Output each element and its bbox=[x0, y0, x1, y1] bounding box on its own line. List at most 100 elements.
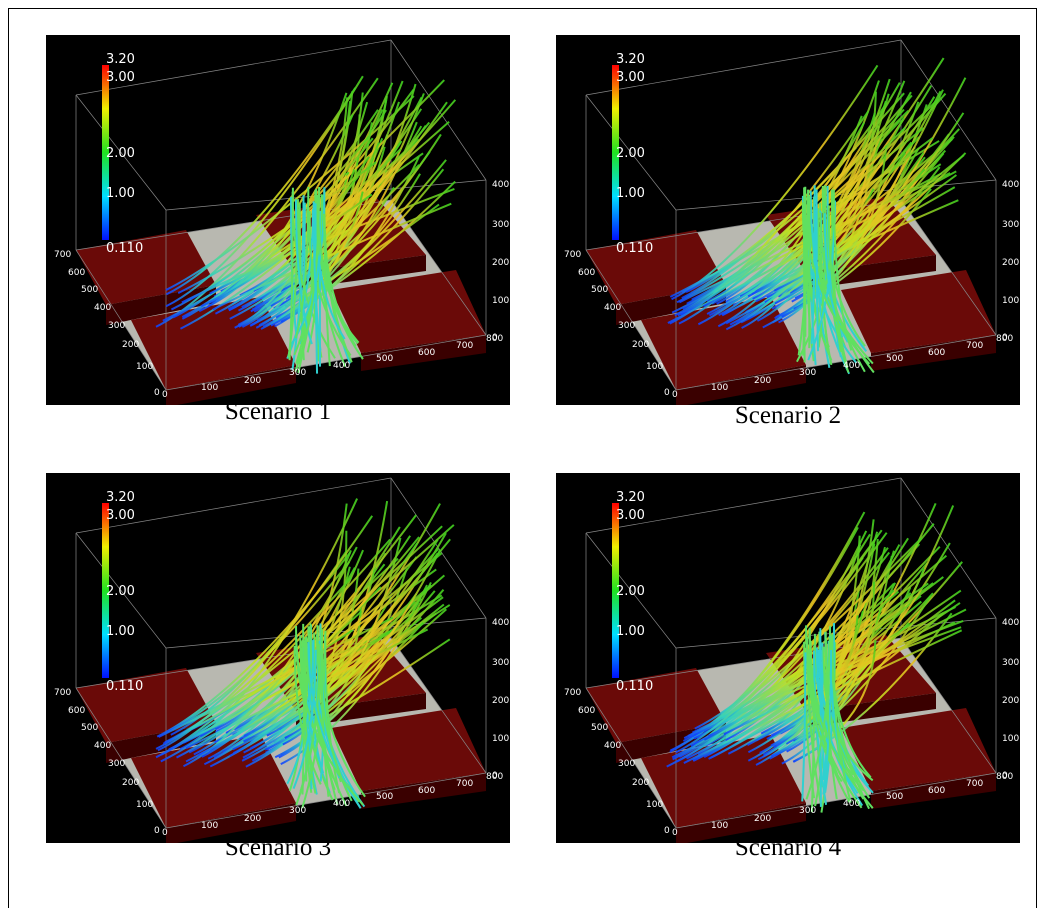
colorbar-label: 2.00 bbox=[106, 146, 135, 161]
streamline bbox=[306, 638, 307, 782]
height-axis-label: 100 bbox=[1002, 296, 1019, 306]
depth-axis-label: 200 bbox=[122, 778, 139, 788]
colorbar-label: 1.00 bbox=[106, 186, 135, 201]
width-axis-label: 500 bbox=[886, 792, 903, 802]
colorbar-label: 3.00 bbox=[106, 70, 135, 85]
colorbar-label: 2.00 bbox=[106, 584, 135, 599]
width-axis-label: 100 bbox=[711, 821, 728, 831]
height-axis-label: 300 bbox=[492, 220, 509, 230]
depth-axis-label: 500 bbox=[81, 285, 98, 295]
height-axis-label: 300 bbox=[492, 658, 509, 668]
height-axis-label: 100 bbox=[492, 296, 509, 306]
colorbar-label: 0.110 bbox=[106, 241, 143, 256]
width-axis-label: 400 bbox=[333, 799, 350, 809]
colorbar-label: 0.110 bbox=[106, 679, 143, 694]
height-axis-label: 100 bbox=[492, 734, 509, 744]
colorbar-label: 1.00 bbox=[106, 624, 135, 639]
width-axis-label: 700 bbox=[456, 341, 473, 351]
depth-axis-label: 100 bbox=[136, 362, 153, 372]
colorbar-label: 0.110 bbox=[616, 679, 653, 694]
width-axis-label: 800 bbox=[996, 334, 1013, 344]
depth-axis-label: 600 bbox=[578, 706, 595, 716]
width-axis-label: 200 bbox=[754, 376, 771, 386]
colorbar-label: 1.00 bbox=[616, 624, 645, 639]
width-axis-label: 800 bbox=[486, 772, 503, 782]
colorbar-label: 3.00 bbox=[106, 508, 135, 523]
height-axis-label: 400 bbox=[1002, 618, 1019, 628]
depth-axis-label: 600 bbox=[578, 268, 595, 278]
depth-axis-label: 400 bbox=[604, 741, 621, 751]
colorbar-label: 3.00 bbox=[616, 508, 645, 523]
width-axis-label: 300 bbox=[289, 806, 306, 816]
depth-axis-label: 100 bbox=[646, 362, 663, 372]
colorbar-label: 3.20 bbox=[616, 490, 645, 505]
width-axis-label: 500 bbox=[886, 354, 903, 364]
width-axis-label: 700 bbox=[456, 779, 473, 789]
width-axis-label: 100 bbox=[711, 383, 728, 393]
colorbar-label: 2.00 bbox=[616, 146, 645, 161]
panel-caption: Scenario 3 bbox=[46, 834, 510, 862]
width-axis-label: 700 bbox=[966, 779, 983, 789]
flow-render: 3.203.002.001.000.1104003002001000700600… bbox=[46, 35, 510, 405]
height-axis-label: 400 bbox=[492, 180, 509, 190]
depth-axis-label: 600 bbox=[68, 268, 85, 278]
height-axis-label: 400 bbox=[492, 618, 509, 628]
depth-axis-label: 700 bbox=[564, 688, 581, 698]
depth-axis-label: 400 bbox=[94, 741, 111, 751]
height-axis-label: 300 bbox=[1002, 658, 1019, 668]
depth-axis-label: 200 bbox=[632, 778, 649, 788]
panel-caption: Scenario 4 bbox=[556, 834, 1020, 862]
depth-axis-label: 300 bbox=[618, 759, 635, 769]
depth-axis-label: 500 bbox=[81, 723, 98, 733]
height-axis-label: 300 bbox=[1002, 220, 1019, 230]
width-axis-label: 100 bbox=[201, 821, 218, 831]
depth-axis-label: 400 bbox=[94, 303, 111, 313]
depth-axis-label: 100 bbox=[136, 800, 153, 810]
width-axis-label: 500 bbox=[376, 792, 393, 802]
depth-axis-label: 700 bbox=[564, 250, 581, 260]
width-axis-label: 700 bbox=[966, 341, 983, 351]
width-axis-label: 600 bbox=[418, 348, 435, 358]
colorbar-label: 0.110 bbox=[616, 241, 653, 256]
width-axis-label: 600 bbox=[418, 786, 435, 796]
depth-axis-label: 300 bbox=[108, 321, 125, 331]
depth-axis-label: 300 bbox=[108, 759, 125, 769]
height-axis-label: 200 bbox=[492, 696, 509, 706]
width-axis-label: 400 bbox=[333, 361, 350, 371]
flow-render: 3.203.002.001.000.1104003002001000700600… bbox=[556, 473, 1020, 843]
depth-axis-label: 400 bbox=[604, 303, 621, 313]
colorbar-label: 3.20 bbox=[616, 52, 645, 67]
width-axis-label: 300 bbox=[799, 806, 816, 816]
width-axis-label: 0 bbox=[672, 390, 678, 400]
width-axis-label: 800 bbox=[486, 334, 503, 344]
height-axis-label: 200 bbox=[1002, 258, 1019, 268]
width-axis-label: 300 bbox=[289, 368, 306, 378]
colorbar-label: 1.00 bbox=[616, 186, 645, 201]
depth-axis-label: 300 bbox=[618, 321, 635, 331]
width-axis-label: 200 bbox=[244, 814, 261, 824]
flow-render: 3.20 3.00 2.00 1.00 0.110 400 300 200 100 0 700 600… bbox=[556, 35, 1020, 405]
colorbar-label: 3.20 bbox=[106, 490, 135, 505]
depth-axis-label: 700 bbox=[54, 250, 71, 260]
depth-axis-label: 700 bbox=[54, 688, 71, 698]
width-axis-label: 100 bbox=[201, 383, 218, 393]
depth-axis-label: 500 bbox=[591, 285, 608, 295]
width-axis-label: 200 bbox=[754, 814, 771, 824]
height-axis-label: 200 bbox=[492, 258, 509, 268]
panel-caption: Scenario 1 bbox=[46, 398, 510, 426]
streamline bbox=[804, 207, 805, 363]
width-axis-label: 300 bbox=[799, 368, 816, 378]
depth-axis-label: 0 bbox=[664, 388, 670, 398]
panel-caption: Scenario 2 bbox=[556, 402, 1020, 430]
height-axis-label: 400 bbox=[1002, 180, 1019, 190]
colorbar-label: 2.00 bbox=[616, 584, 645, 599]
width-axis-label: 600 bbox=[928, 786, 945, 796]
width-axis-label: 600 bbox=[928, 348, 945, 358]
flow-render: 3.203.002.001.000.1104003002001000700600… bbox=[46, 473, 510, 843]
depth-axis-label: 600 bbox=[68, 706, 85, 716]
height-axis-label: 200 bbox=[1002, 696, 1019, 706]
depth-axis-label: 100 bbox=[646, 800, 663, 810]
colorbar-label: 3.00 bbox=[616, 70, 645, 85]
depth-axis-label: 200 bbox=[632, 340, 649, 350]
